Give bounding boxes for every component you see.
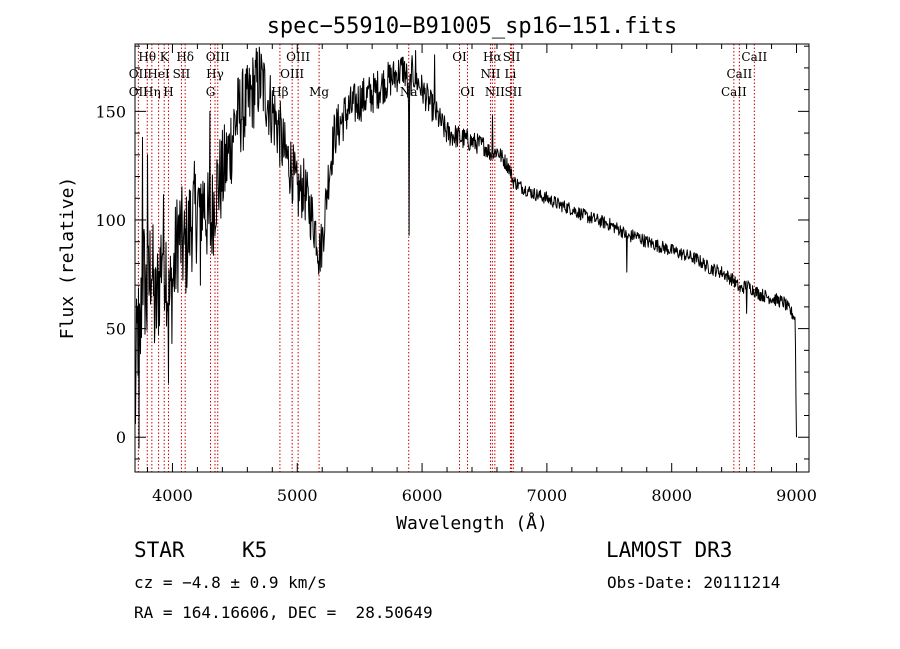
plot-frame — [134, 43, 810, 473]
line-markers — [137, 44, 755, 472]
x-tick-label: 6000 — [402, 486, 443, 505]
line-label: OI — [452, 50, 467, 64]
line-label: Hδ — [176, 50, 194, 64]
line-label: CaII — [726, 67, 752, 81]
y-tick-label: 50 — [106, 320, 126, 339]
ra-dec-info: RA = 164.16606, DEC = 28.50649 — [134, 603, 433, 622]
axes: 4000 5000 6000 7000 8000 9000 0 50 100 150 — [95, 44, 817, 505]
y-tick-label: 100 — [95, 211, 126, 230]
x-tick-label: 8000 — [651, 486, 692, 505]
line-label: OII — [129, 85, 149, 99]
line-label: OIII — [206, 50, 230, 64]
line-label: G — [206, 85, 216, 99]
obs-date: Obs-Date: 20111214 — [607, 573, 781, 592]
line-label: OIII — [286, 50, 310, 64]
line-label: Hθ — [138, 50, 156, 64]
flux-series-line — [134, 46, 797, 449]
x-tick-label: 4000 — [152, 486, 193, 505]
line-label: Hβ — [271, 85, 288, 99]
line-label: OI — [460, 85, 475, 99]
line-label: Hη — [143, 85, 161, 99]
redshift-info: cz = −4.8 ± 0.9 km/s — [134, 573, 327, 592]
survey-name: LAMOST DR3 — [606, 538, 733, 562]
x-tick-label: 7000 — [527, 486, 568, 505]
y-tick-label: 0 — [116, 428, 126, 447]
line-label: HeI — [147, 67, 170, 81]
line-label: CaII — [721, 85, 747, 99]
line-label: CaII — [741, 50, 767, 64]
line-label: SII — [173, 67, 191, 81]
y-axis-label: Flux (relative) — [57, 177, 78, 340]
line-label: Hγ — [206, 67, 224, 81]
line-label: Li — [505, 67, 517, 81]
line-label: SII — [504, 85, 522, 99]
x-tick-label: 9000 — [776, 486, 817, 505]
line-label: H — [163, 85, 173, 99]
line-label: Hα — [483, 50, 502, 64]
line-label: Mg — [309, 85, 329, 99]
line-label: OIII — [280, 67, 304, 81]
object-class: STAR — [134, 538, 185, 562]
line-label: K — [160, 50, 170, 64]
chart-title: spec−55910−B91005_sp16−151.fits — [267, 14, 678, 39]
line-label: OII — [129, 67, 149, 81]
x-tick-label: 5000 — [277, 486, 318, 505]
x-axis-label: Wavelength (Å) — [396, 512, 548, 534]
line-label: SII — [503, 50, 521, 64]
line-label: NII — [480, 67, 500, 81]
object-subclass: K5 — [242, 538, 268, 562]
y-tick-label: 150 — [95, 102, 126, 121]
line-label: NII — [485, 85, 505, 99]
